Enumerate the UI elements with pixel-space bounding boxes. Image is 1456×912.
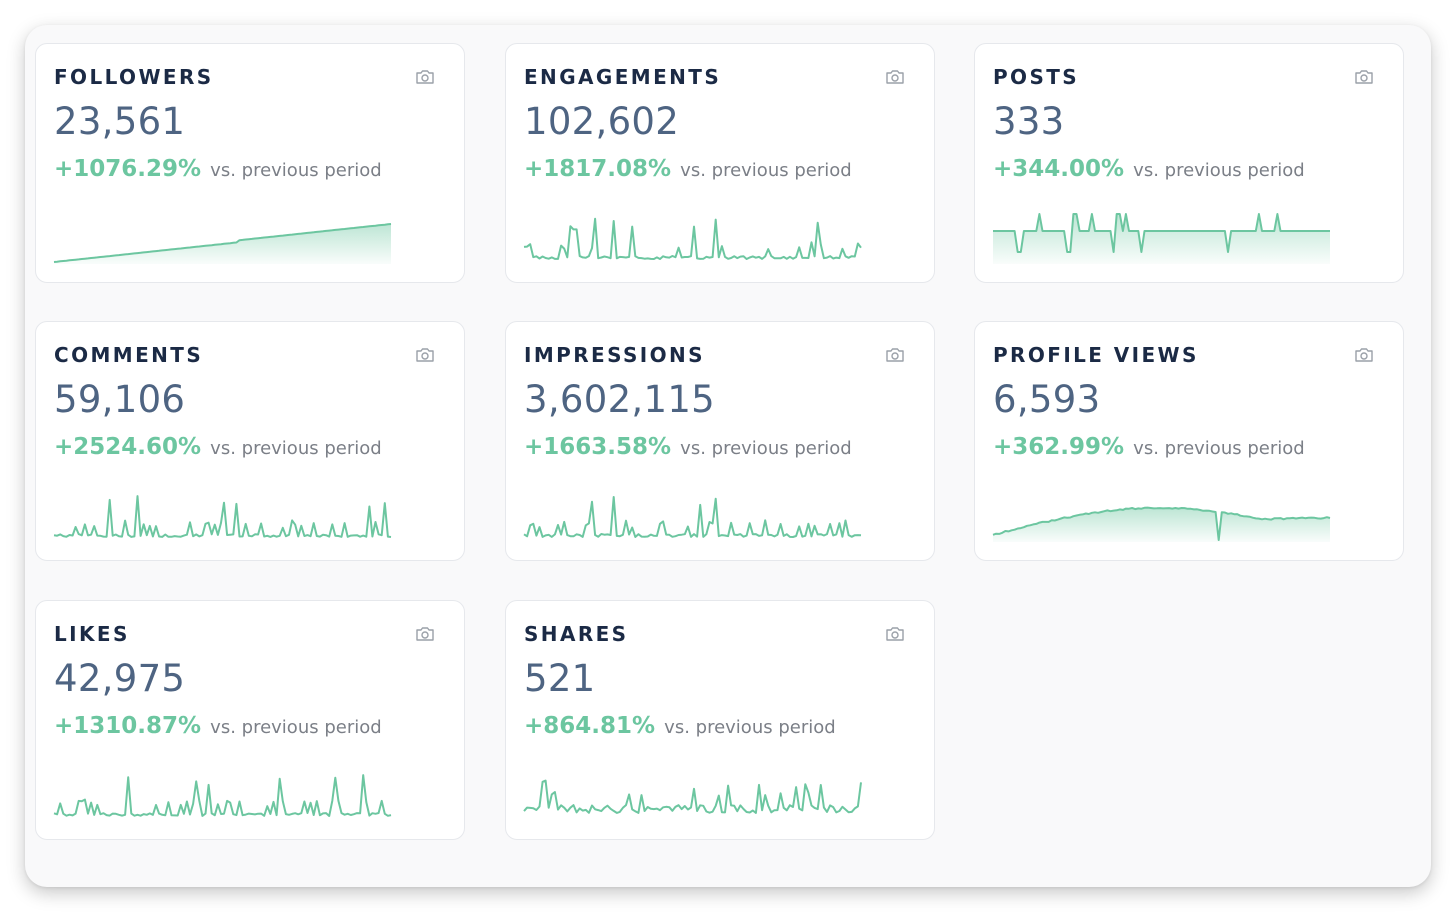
metric-change-row: +344.00% vs. previous period [993,156,1305,182]
metric-change: +1310.87% [54,713,202,739]
metric-card-comments: COMMENTS 59,106 +2524.60% vs. previous p… [35,321,465,561]
sparkline-line [53,495,392,538]
sparkline-line [523,496,862,538]
metric-title: FOLLOWERS [54,65,214,89]
camera-icon[interactable] [885,626,905,642]
metric-card-engagements: ENGAGEMENTS 102,602 +1817.08% vs. previo… [505,43,935,283]
sparkline-line [53,774,392,817]
sparkline-line [523,217,862,260]
metric-change-suffix: vs. previous period [680,438,852,459]
metric-value: 6,593 [993,378,1101,421]
metric-change-row: +864.81% vs. previous period [524,713,836,739]
metric-change-suffix: vs. previous period [664,717,836,738]
metric-change-row: +1817.08% vs. previous period [524,156,852,182]
metric-card-posts: POSTS 333 +344.00% vs. previous period [974,43,1404,283]
sparkline [523,779,862,814]
metric-change: +1817.08% [524,156,672,182]
sparkline [992,506,1331,542]
metric-change: +362.99% [993,434,1125,460]
metric-change-suffix: vs. previous period [210,438,382,459]
metric-change: +864.81% [524,713,656,739]
metric-title: IMPRESSIONS [524,343,705,367]
metric-change: +1663.58% [524,434,672,460]
metric-value: 3,602,115 [524,378,716,421]
metric-change: +1076.29% [54,156,202,182]
metric-card-likes: LIKES 42,975 +1310.87% vs. previous peri… [35,600,465,840]
metric-change-row: +1076.29% vs. previous period [54,156,382,182]
metric-card-followers: FOLLOWERS 23,561 +1076.29% vs. previous … [35,43,465,283]
metric-card-impressions: IMPRESSIONS 3,602,115 +1663.58% vs. prev… [505,321,935,561]
metric-value: 521 [524,657,596,700]
camera-icon[interactable] [885,69,905,85]
metric-value: 333 [993,100,1065,143]
metric-title: POSTS [993,65,1080,89]
metric-value: 42,975 [54,657,186,700]
camera-icon[interactable] [415,347,435,363]
sparkline [993,213,1330,264]
metric-change-suffix: vs. previous period [1133,438,1305,459]
metric-value: 59,106 [54,378,186,421]
sparkline-line [523,779,862,814]
metric-title: ENGAGEMENTS [524,65,722,89]
sparkline [53,774,392,817]
sparkline-area [993,214,1330,264]
metric-value: 23,561 [54,100,186,143]
metric-change-suffix: vs. previous period [210,717,382,738]
metric-change-row: +1310.87% vs. previous period [54,713,382,739]
sparkline-area [993,507,1330,542]
camera-icon[interactable] [1354,347,1374,363]
metric-value: 102,602 [524,100,680,143]
camera-icon[interactable] [415,626,435,642]
metric-change-row: +2524.60% vs. previous period [54,434,382,460]
metric-change-suffix: vs. previous period [680,160,852,181]
metric-change-suffix: vs. previous period [1133,160,1305,181]
camera-icon[interactable] [1354,69,1374,85]
camera-icon[interactable] [885,347,905,363]
metric-change: +2524.60% [54,434,202,460]
sparkline [53,223,392,264]
metric-title: PROFILE VIEWS [993,343,1199,367]
sparkline [523,496,862,538]
metric-card-shares: SHARES 521 +864.81% vs. previous period [505,600,935,840]
camera-icon[interactable] [415,69,435,85]
sparkline [53,495,392,538]
sparkline-line [53,223,392,263]
dashboard-panel: FOLLOWERS 23,561 +1076.29% vs. previous … [25,25,1431,887]
metric-card-profile-views: PROFILE VIEWS 6,593 +362.99% vs. previou… [974,321,1404,561]
metric-change-row: +1663.58% vs. previous period [524,434,852,460]
metric-change-suffix: vs. previous period [210,160,382,181]
metric-title: LIKES [54,622,130,646]
metric-change: +344.00% [993,156,1125,182]
sparkline-line [992,506,1331,541]
metric-change-row: +362.99% vs. previous period [993,434,1305,460]
metric-title: COMMENTS [54,343,204,367]
sparkline-line [993,213,1330,253]
metric-title: SHARES [524,622,629,646]
sparkline [523,217,862,260]
